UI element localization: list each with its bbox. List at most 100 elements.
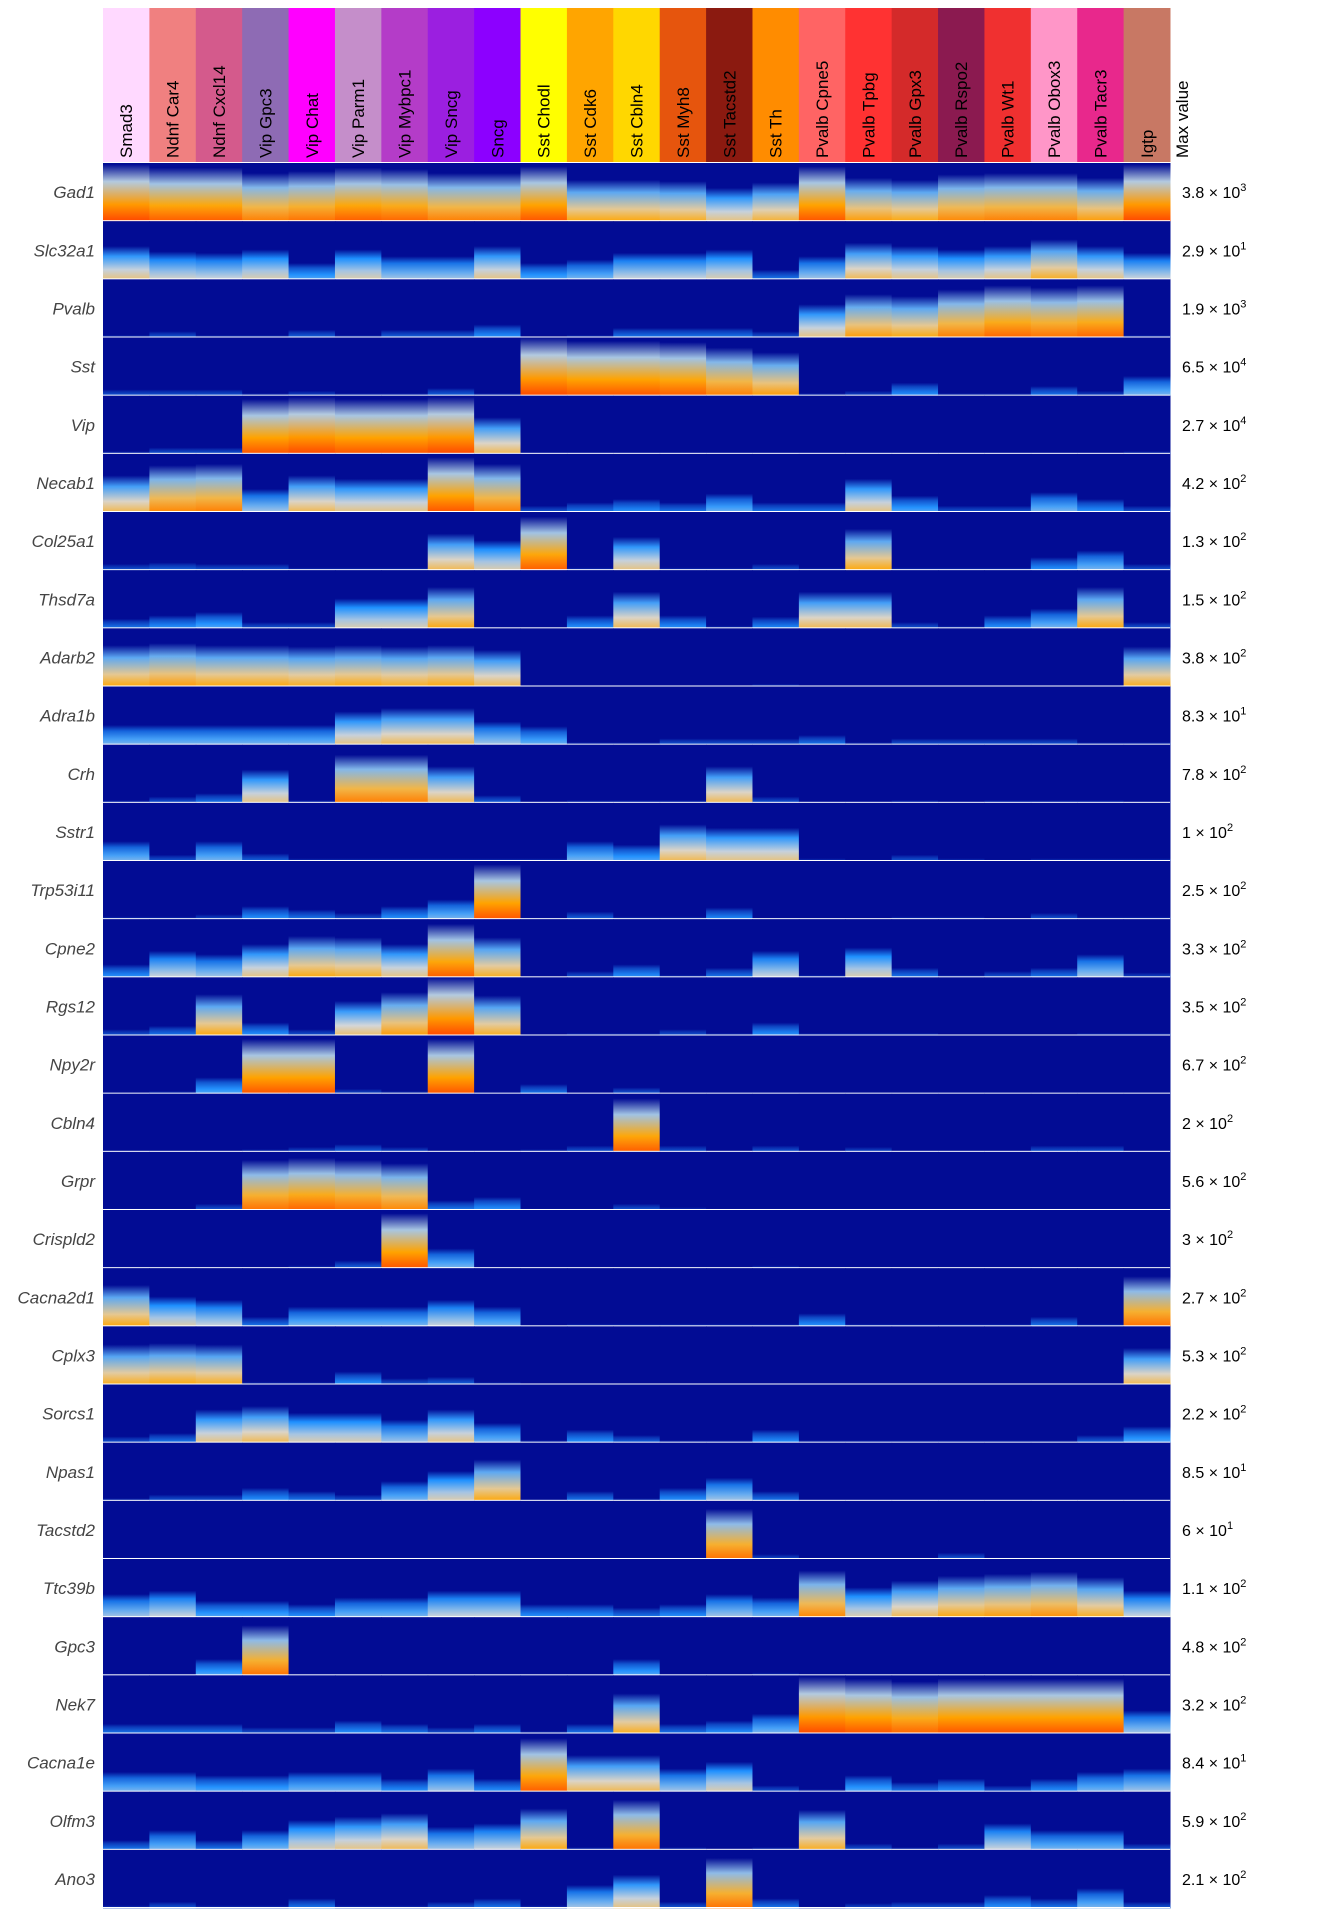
heatmap-cell — [520, 1093, 568, 1153]
heatmap-cell — [938, 744, 985, 804]
heatmap-cell — [1077, 1210, 1125, 1269]
heatmap-cell — [984, 453, 1032, 513]
column-header-swatch — [566, 8, 614, 162]
heatmap-cell — [520, 686, 568, 746]
column-header-swatch — [288, 8, 336, 162]
heatmap-cell — [149, 861, 197, 920]
heatmap-cell — [149, 512, 197, 571]
row-separator — [103, 627, 1170, 629]
heatmap-cell — [706, 686, 753, 746]
heatmap-cell — [613, 802, 661, 862]
heatmap-cell — [288, 1442, 336, 1502]
heatmap-rows — [103, 163, 1171, 1909]
heatmap-cell — [1077, 1849, 1125, 1909]
heatmap-cell — [566, 919, 614, 978]
heatmap-cell — [1123, 686, 1171, 746]
max-value-group: 3.8 × 103 2.9 × 101 1.9 × 103 6.5 × 104 2.7 … — [1182, 182, 1246, 1889]
heatmap-cell — [566, 1849, 614, 1909]
heatmap-cell — [1123, 337, 1171, 397]
heatmap-cell — [984, 221, 1032, 280]
heatmap-cell — [1077, 279, 1125, 338]
heatmap-cell — [752, 628, 800, 687]
heatmap-cell — [242, 1559, 290, 1618]
heatmap-cell — [798, 919, 846, 978]
column-label: Pvalb Wt1 — [999, 81, 1018, 158]
row-separator — [103, 569, 1170, 571]
heatmap-cell — [566, 337, 614, 397]
heatmap-cell — [334, 163, 382, 222]
heatmap-cell — [195, 337, 243, 397]
heatmap-cell — [381, 1559, 429, 1618]
column-label: Pvalb Gpx3 — [906, 70, 925, 158]
heatmap-cell — [938, 1617, 985, 1676]
heatmap-cell — [474, 1849, 522, 1909]
heatmap-cell — [195, 279, 243, 338]
column-label: Smad3 — [117, 104, 136, 158]
heatmap-cell — [520, 1326, 568, 1385]
gene-label: Olfm3 — [50, 1812, 96, 1831]
column-label: Pvalb Tpbg — [859, 72, 878, 158]
heatmap-cell — [242, 977, 290, 1036]
heatmap-cell — [1123, 1675, 1171, 1734]
gene-label: Col25a1 — [32, 532, 95, 551]
row-separator — [103, 452, 1170, 455]
heatmap-cell — [613, 1617, 661, 1676]
heatmap-cell — [381, 861, 429, 920]
heatmap-cell — [566, 570, 614, 629]
heatmap-cell — [520, 221, 568, 280]
heatmap-cell — [334, 337, 382, 397]
row-separator — [103, 1732, 1170, 1734]
heatmap-cell — [798, 1559, 846, 1618]
column-label: Sst Th — [767, 109, 786, 158]
heatmap-cell — [195, 1500, 243, 1560]
heatmap-cell — [474, 279, 522, 338]
heatmap-cell — [1030, 1733, 1078, 1793]
heatmap-cell — [334, 1733, 382, 1793]
heatmap-cell — [288, 1617, 336, 1676]
heatmap-cell — [891, 279, 939, 338]
heatmap-cell — [938, 1559, 985, 1618]
heatmap-cell — [938, 1733, 985, 1793]
heatmap-cell — [891, 977, 939, 1036]
max-value-label: 2.7 × 104 — [1182, 415, 1246, 435]
heatmap-cell — [566, 1675, 614, 1734]
column-label: Sst Cdk6 — [581, 89, 600, 158]
heatmap-cell — [242, 570, 290, 629]
heatmap-cell — [1123, 1151, 1171, 1211]
heatmap-cell — [566, 1035, 614, 1095]
heatmap-cell — [845, 1151, 893, 1211]
heatmap-cell — [427, 512, 475, 571]
heatmap-cell — [984, 1326, 1032, 1385]
heatmap-cell — [613, 1268, 661, 1327]
heatmap-cell — [1077, 1035, 1125, 1095]
heatmap-cell — [149, 1384, 197, 1444]
column-label: Sst Cbln4 — [628, 84, 647, 158]
heatmap-cell — [1030, 861, 1078, 920]
gene-label: Necab1 — [36, 474, 95, 493]
heatmap-cell — [984, 628, 1032, 687]
heatmap-cell — [613, 1849, 661, 1909]
heatmap-cell — [1030, 1151, 1078, 1211]
heatmap-cell — [659, 1617, 707, 1676]
heatmap-cell — [334, 802, 382, 862]
heatmap-cell — [891, 1384, 939, 1444]
heatmap-cell — [381, 1035, 429, 1095]
heatmap-cell — [427, 570, 475, 629]
heatmap-cell — [659, 686, 707, 746]
heatmap-cell — [520, 279, 568, 338]
heatmap-cell — [845, 1675, 893, 1734]
column-header-swatch — [845, 8, 893, 162]
heatmap-cell — [381, 1791, 429, 1851]
heatmap-cell — [1030, 1791, 1078, 1851]
heatmap-cell — [984, 1442, 1032, 1502]
heatmap-cell — [334, 453, 382, 513]
heatmap-cell — [1030, 337, 1078, 397]
heatmap-cell — [474, 861, 522, 920]
heatmap-cell — [566, 1791, 614, 1851]
max-value-label: 1.9 × 103 — [1182, 298, 1246, 318]
heatmap-cell — [103, 1268, 150, 1327]
heatmap-cell — [103, 512, 150, 571]
heatmap-cell — [659, 802, 707, 862]
heatmap-cell — [752, 1500, 800, 1560]
heatmap-cell — [195, 1326, 243, 1385]
